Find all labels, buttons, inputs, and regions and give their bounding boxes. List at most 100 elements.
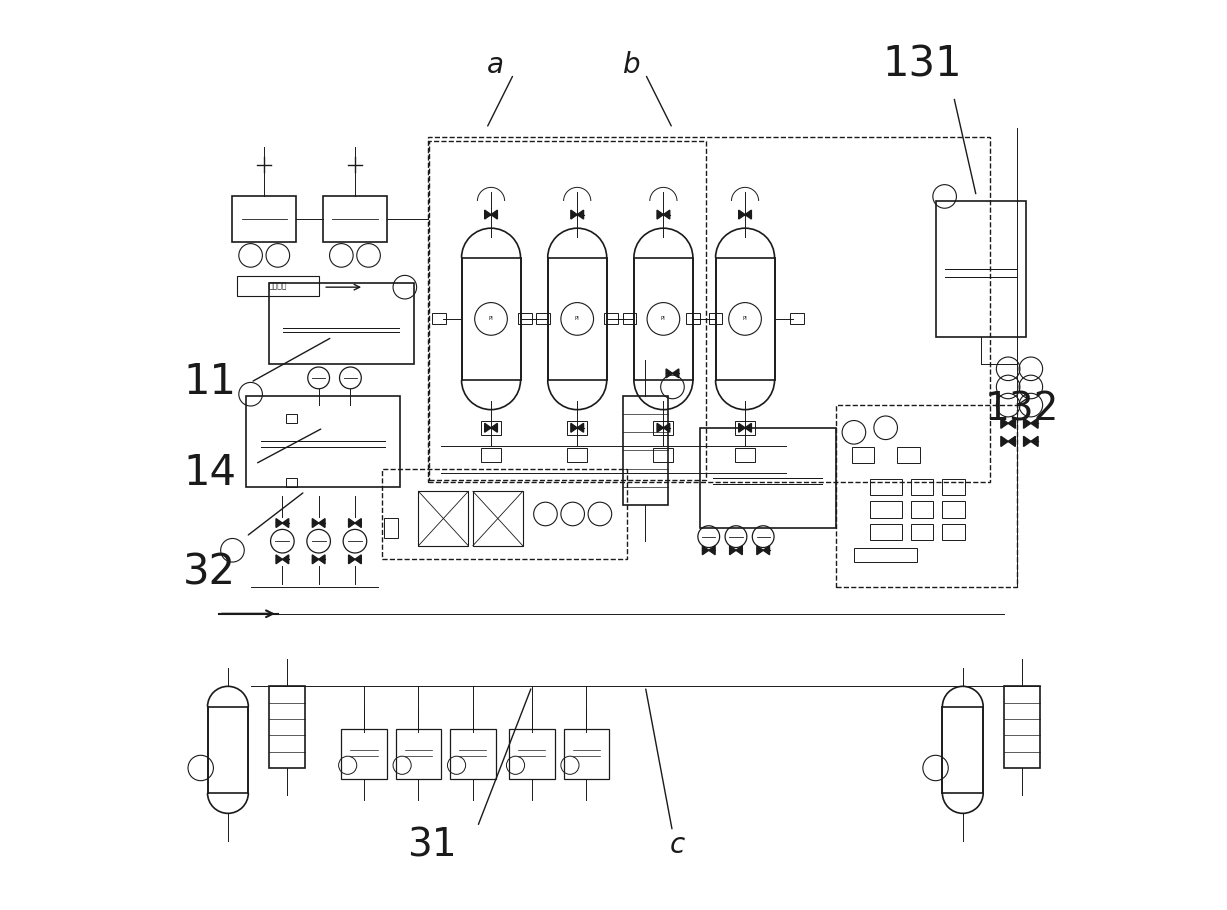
Bar: [396, 730, 442, 779]
Bar: [450, 730, 496, 779]
Bar: [897, 447, 920, 463]
Polygon shape: [571, 210, 577, 219]
Text: 131: 131: [882, 44, 962, 86]
Polygon shape: [282, 519, 288, 528]
Polygon shape: [763, 546, 769, 555]
Bar: [286, 478, 297, 487]
Bar: [634, 258, 693, 380]
Bar: [207, 707, 248, 793]
Bar: [461, 258, 520, 380]
Polygon shape: [656, 210, 664, 219]
Text: 32: 32: [183, 552, 237, 594]
Bar: [654, 421, 674, 435]
Bar: [286, 414, 297, 423]
Polygon shape: [709, 546, 715, 555]
Polygon shape: [282, 555, 288, 564]
Polygon shape: [319, 519, 325, 528]
Bar: [910, 479, 934, 495]
Polygon shape: [313, 519, 319, 528]
Polygon shape: [664, 423, 670, 432]
Polygon shape: [577, 423, 584, 432]
Bar: [870, 501, 902, 518]
Polygon shape: [745, 210, 751, 219]
Polygon shape: [313, 555, 319, 564]
Bar: [341, 730, 387, 779]
Bar: [547, 258, 606, 380]
Polygon shape: [348, 555, 355, 564]
Bar: [567, 421, 588, 435]
Text: c: c: [670, 831, 685, 859]
Bar: [418, 491, 469, 546]
Bar: [709, 313, 723, 324]
Polygon shape: [276, 519, 282, 528]
Bar: [935, 201, 1026, 337]
Polygon shape: [1031, 436, 1038, 447]
Polygon shape: [485, 210, 491, 219]
Bar: [790, 313, 804, 324]
Bar: [942, 524, 966, 541]
Bar: [836, 405, 1017, 587]
Polygon shape: [1031, 419, 1038, 429]
Text: 132: 132: [984, 390, 1059, 429]
Bar: [427, 137, 990, 482]
Bar: [384, 518, 398, 538]
Bar: [910, 501, 934, 518]
Polygon shape: [1001, 436, 1009, 447]
Bar: [563, 730, 609, 779]
Text: 三沉出水: 三沉出水: [269, 282, 287, 291]
Polygon shape: [348, 519, 355, 528]
Bar: [247, 396, 400, 487]
Bar: [622, 396, 667, 505]
Bar: [870, 479, 902, 495]
Bar: [1004, 686, 1040, 768]
Bar: [735, 449, 755, 461]
Polygon shape: [757, 546, 763, 555]
Polygon shape: [276, 555, 282, 564]
Polygon shape: [1001, 419, 1009, 429]
Text: PI: PI: [488, 317, 493, 321]
Polygon shape: [485, 423, 491, 432]
Polygon shape: [739, 210, 745, 219]
Bar: [942, 479, 966, 495]
Bar: [323, 197, 387, 242]
Bar: [870, 524, 902, 541]
Polygon shape: [702, 546, 709, 555]
Bar: [622, 313, 636, 324]
Bar: [605, 313, 618, 324]
Bar: [472, 491, 523, 546]
Bar: [269, 283, 413, 364]
Bar: [232, 197, 296, 242]
Bar: [910, 524, 934, 541]
Bar: [942, 707, 983, 793]
Text: 14: 14: [183, 452, 237, 494]
Polygon shape: [355, 555, 361, 564]
Bar: [567, 449, 588, 461]
Bar: [432, 313, 445, 324]
Bar: [382, 469, 627, 560]
Polygon shape: [745, 423, 751, 432]
Bar: [735, 421, 755, 435]
Text: 31: 31: [407, 826, 456, 864]
Polygon shape: [736, 546, 742, 555]
Bar: [852, 447, 875, 463]
Bar: [536, 313, 550, 324]
Text: PI: PI: [574, 317, 579, 321]
Text: PI: PI: [661, 317, 666, 321]
Polygon shape: [571, 423, 577, 432]
Polygon shape: [491, 423, 497, 432]
Bar: [654, 449, 674, 461]
Bar: [269, 686, 306, 768]
Polygon shape: [1009, 419, 1016, 429]
Bar: [237, 277, 319, 297]
Polygon shape: [730, 546, 736, 555]
Bar: [429, 141, 706, 480]
Bar: [699, 428, 836, 528]
Polygon shape: [1023, 419, 1031, 429]
Bar: [509, 730, 555, 779]
Bar: [854, 548, 918, 561]
Polygon shape: [491, 210, 497, 219]
Bar: [715, 258, 774, 380]
Bar: [686, 313, 699, 324]
Polygon shape: [672, 369, 679, 378]
Polygon shape: [739, 423, 745, 432]
